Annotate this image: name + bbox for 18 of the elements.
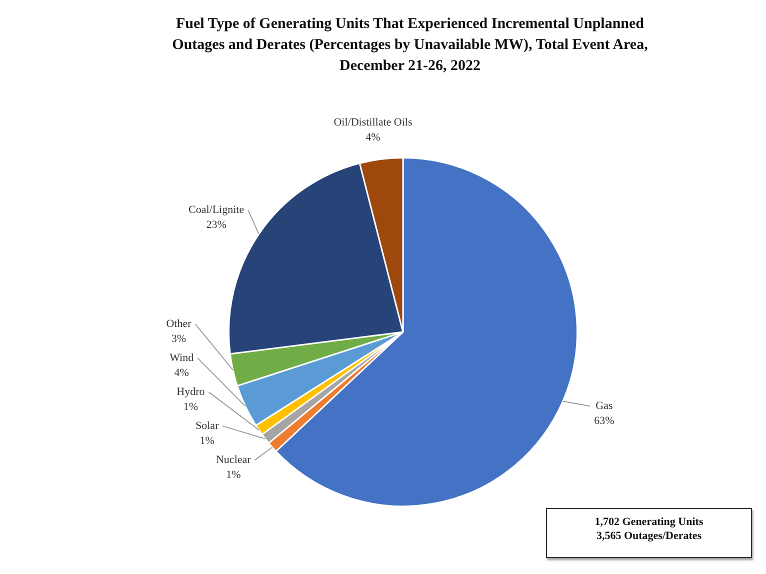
- data-label: 4%: [174, 366, 189, 379]
- data-label: 1%: [200, 434, 214, 447]
- slice-label: Wind: [170, 352, 194, 364]
- data-label: 63%: [594, 415, 614, 428]
- slice-label: Hydro: [176, 386, 206, 398]
- slice-label: Other: [166, 318, 192, 330]
- slice-label: Coal/Lignite: [188, 204, 244, 216]
- data-label: 1%: [226, 468, 241, 481]
- chart-title: Fuel Type of Generating Units That Experienced Incremental Unplanned Outages and Derates (Percentages by Unavailable MW), Total Event Area, December 21-26, 2022: [171, 15, 649, 76]
- data-label: 23%: [206, 219, 226, 232]
- slice-label: Nuclear: [216, 454, 252, 466]
- text: 1,702 Generating Units 3,565 Outages/Derates: [546, 508, 752, 558]
- data-label: 3%: [171, 332, 186, 345]
- slice-label: Solar: [196, 420, 220, 432]
- data-label: 1%: [183, 400, 198, 413]
- slice-label: Oil/Distillate Oils: [334, 116, 412, 128]
- data-label: 4%: [366, 131, 380, 144]
- slice-label: Gas: [596, 400, 613, 412]
